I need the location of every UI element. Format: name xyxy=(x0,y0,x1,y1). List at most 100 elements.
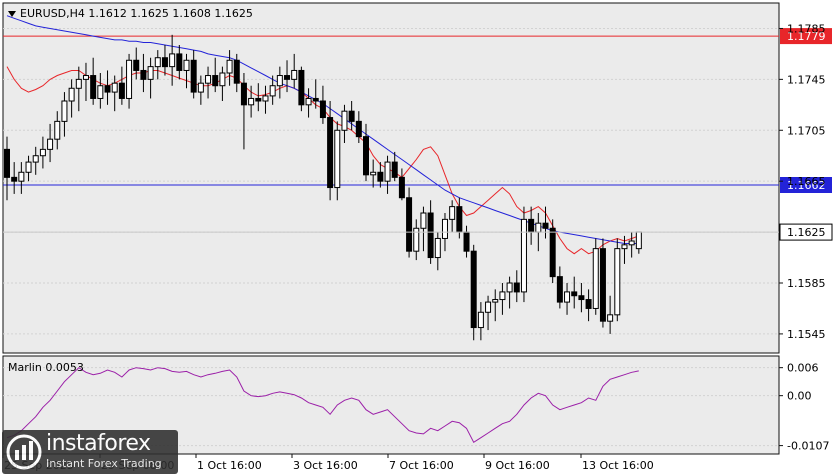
time-tick-label: 7 Oct 16:00 xyxy=(389,459,454,472)
bull-candle-body xyxy=(635,231,642,250)
logo-tagline: Instant Forex Trading xyxy=(46,457,162,470)
bull-candle-body xyxy=(492,299,499,303)
bear-candle-body xyxy=(140,69,147,80)
time-tick-label: 9 Oct 16:00 xyxy=(485,459,550,472)
bull-candle-body xyxy=(226,59,233,74)
bull-candle-body xyxy=(420,212,427,229)
bear-candle-body xyxy=(176,53,183,71)
bull-candle-body xyxy=(384,161,391,182)
bear-candle-body xyxy=(406,197,413,252)
bear-candle-body xyxy=(398,176,405,199)
bear-candle-body xyxy=(327,117,334,189)
marlin-series-line xyxy=(6,367,639,444)
bear-candle-body xyxy=(240,82,247,106)
bear-candle-body xyxy=(571,291,578,297)
bull-candle-body xyxy=(61,100,68,122)
bear-candle-body xyxy=(90,75,97,99)
collapse-triangle-icon[interactable] xyxy=(8,11,16,17)
indicator-title: Marlin 0.0053 xyxy=(8,361,84,374)
bear-candle-body xyxy=(190,59,197,93)
bull-candle-body xyxy=(126,59,133,99)
bull-candle-body xyxy=(154,57,161,68)
support-level-tag xyxy=(780,177,832,193)
bear-candle-body xyxy=(298,69,305,106)
bear-candle-body xyxy=(133,59,140,71)
bull-candle-body xyxy=(441,218,448,239)
price-gridlines xyxy=(3,27,779,335)
bull-candle-body xyxy=(413,227,420,252)
bull-candle-body xyxy=(47,138,54,150)
instaforex-logo: instaforex Instant Forex Trading xyxy=(2,430,178,474)
bear-candle-body xyxy=(470,250,477,329)
bull-candle-body xyxy=(54,120,61,140)
bear-candle-body xyxy=(578,295,585,301)
bull-candle-body xyxy=(205,75,212,84)
chart-title: EURUSD,H4 1.1612 1.1625 1.1608 1.1625 xyxy=(20,7,253,20)
bull-candle-body xyxy=(564,291,571,303)
bear-candle-body xyxy=(118,82,125,99)
price-tick-label: 1.1545 xyxy=(787,328,826,341)
horizontal-levels: 1.1779 1.1662 xyxy=(3,28,832,193)
indicator-tick-label: 0.006 xyxy=(787,362,819,375)
bull-candle-body xyxy=(75,78,82,89)
bear-candle-body xyxy=(212,75,219,87)
support-level-label: 1.1662 xyxy=(787,179,826,192)
bull-candle-body xyxy=(520,218,527,293)
bear-candle-body xyxy=(11,176,18,182)
bear-candle-body xyxy=(585,299,592,309)
price-tick-label: 1.1585 xyxy=(787,277,826,290)
bull-candle-body xyxy=(499,291,506,301)
bear-candle-body xyxy=(104,85,111,93)
current-price-label: 1.1625 xyxy=(787,226,826,239)
bull-candle-body xyxy=(32,155,39,163)
bear-candle-body xyxy=(599,248,606,322)
time-tick-label: 13 Oct 16:00 xyxy=(582,459,654,472)
bear-candle-body xyxy=(463,231,470,252)
bull-candle-body xyxy=(334,129,341,189)
bull-candle-body xyxy=(305,97,312,106)
bull-candle-body xyxy=(592,248,599,309)
bull-candle-body xyxy=(477,311,484,329)
bull-candle-body xyxy=(248,97,255,106)
bear-candle-body xyxy=(377,171,384,182)
bear-candle-body xyxy=(456,206,463,233)
resistance-level-label: 1.1779 xyxy=(787,30,826,43)
price-axis: 1.1785 1.1745 1.1705 1.1665 1.1625 1.1585 1.15… xyxy=(3,22,833,341)
bull-candle-body xyxy=(614,248,621,316)
bull-candle-body xyxy=(197,82,204,93)
main-chart-panel[interactable] xyxy=(2,2,780,354)
bull-candle-body xyxy=(535,222,542,233)
bear-candle-body xyxy=(528,218,535,233)
bear-candle-body xyxy=(161,57,168,68)
price-tick-label: 1.1785 xyxy=(787,22,826,35)
bull-candle-body xyxy=(628,240,635,246)
instaforex-logo-icon xyxy=(6,434,42,470)
price-tick-label: 1.1705 xyxy=(787,124,826,137)
price-tick-label: 1.1745 xyxy=(787,73,826,86)
bear-candle-body xyxy=(513,282,520,293)
marlin-line xyxy=(6,367,639,444)
bear-candle-body xyxy=(4,148,10,178)
bull-candle-body xyxy=(183,59,190,71)
bull-candle-body xyxy=(25,161,32,173)
bear-candle-body xyxy=(549,227,556,278)
candlesticks xyxy=(4,34,642,341)
indicator-axis: 0.006 0.00 -0.0107 xyxy=(779,362,829,453)
bear-candle-body xyxy=(348,110,355,122)
bull-candle-body xyxy=(621,244,628,250)
bull-candle-body xyxy=(269,85,276,97)
bull-candle-body xyxy=(485,301,492,313)
current-price-tag xyxy=(779,223,833,241)
bull-candle-body xyxy=(449,206,456,220)
indicator-tick-label: 0.00 xyxy=(787,390,812,403)
bear-candle-body xyxy=(542,222,549,229)
bear-candle-body xyxy=(233,59,240,84)
bull-candle-body xyxy=(262,95,269,102)
bear-candle-body xyxy=(391,161,398,178)
bull-candle-body xyxy=(169,53,176,68)
bull-candle-body xyxy=(97,85,104,99)
bear-candle-body xyxy=(255,97,262,102)
price-tick-label: 1.1665 xyxy=(787,175,826,188)
resistance-level-tag xyxy=(780,28,832,45)
